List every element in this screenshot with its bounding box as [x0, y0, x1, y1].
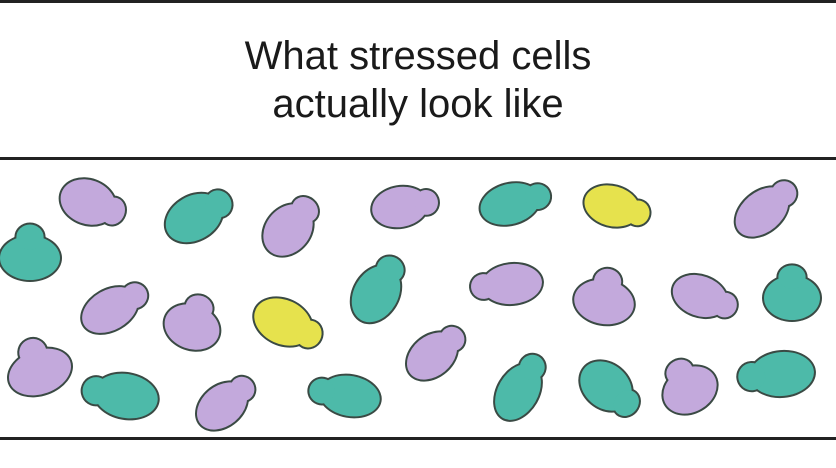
teal-cell	[493, 352, 547, 422]
teal-cell	[478, 181, 553, 227]
purple-cell	[572, 266, 636, 327]
purple-cell	[162, 293, 222, 352]
purple-cell	[469, 261, 544, 307]
purple-cell	[405, 324, 467, 382]
teal-cell	[349, 254, 406, 325]
purple-cell	[370, 184, 440, 230]
teal-cell	[163, 188, 234, 245]
teal-cell	[578, 359, 641, 418]
teal-cell	[307, 373, 382, 419]
teal-cell	[80, 371, 160, 421]
purple-cell	[670, 272, 739, 320]
cells-illustration	[0, 177, 822, 432]
purple-cell	[261, 195, 320, 258]
purple-cell	[733, 179, 799, 239]
purple-cell	[80, 281, 150, 335]
diagram-title: What stressed cells actually look like	[244, 34, 592, 126]
teal-cell	[0, 222, 62, 282]
purple-cell	[661, 357, 719, 416]
purple-cell	[58, 177, 127, 227]
title-box: What stressed cells actually look like	[0, 0, 836, 160]
yellow-cell	[582, 183, 652, 229]
purple-cell	[195, 374, 257, 432]
cell-panel	[0, 160, 836, 440]
yellow-cell	[252, 296, 324, 350]
teal-cell	[736, 349, 816, 399]
purple-cell	[7, 336, 73, 398]
teal-cell	[762, 263, 822, 322]
